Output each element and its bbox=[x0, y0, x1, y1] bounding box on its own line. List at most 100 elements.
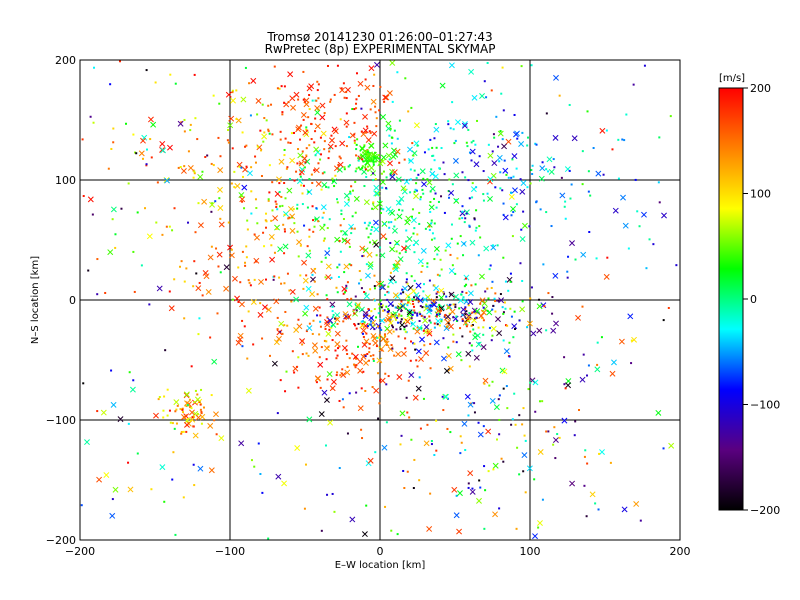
y-tick-label: 100 bbox=[55, 174, 76, 187]
point-dot-marker bbox=[419, 313, 422, 316]
point-x-marker bbox=[305, 252, 312, 259]
point-dot-marker bbox=[200, 422, 203, 425]
point-dot-marker bbox=[357, 345, 360, 348]
point-dot-marker bbox=[353, 322, 356, 325]
point-dot-marker bbox=[168, 290, 171, 293]
point-x-marker bbox=[461, 420, 468, 427]
point-dot-marker bbox=[398, 252, 401, 255]
point-dot-marker bbox=[285, 370, 288, 373]
point-dot-marker bbox=[451, 101, 454, 104]
point-dot-marker bbox=[501, 306, 504, 309]
point-dot-marker bbox=[89, 115, 92, 118]
point-dot-marker bbox=[512, 211, 515, 214]
point-dot-marker bbox=[181, 407, 184, 410]
point-x-marker bbox=[373, 226, 380, 233]
point-dot-marker bbox=[340, 213, 343, 216]
point-x-marker bbox=[487, 176, 494, 183]
point-dot-marker bbox=[91, 213, 94, 216]
point-x-marker bbox=[431, 301, 438, 308]
point-x-marker bbox=[420, 247, 427, 254]
point-dot-marker bbox=[279, 138, 282, 141]
point-dot-marker bbox=[357, 94, 360, 97]
point-dot-marker bbox=[535, 201, 538, 204]
point-dot-marker bbox=[439, 258, 442, 261]
point-dot-marker bbox=[463, 299, 466, 302]
point-dot-marker bbox=[494, 186, 497, 189]
point-dot-marker bbox=[471, 311, 474, 314]
point-x-marker bbox=[477, 431, 484, 438]
point-x-marker bbox=[380, 233, 387, 240]
point-dot-marker bbox=[440, 320, 443, 323]
point-dot-marker bbox=[185, 430, 188, 433]
point-dot-marker bbox=[377, 303, 380, 306]
point-dot-marker bbox=[80, 504, 83, 507]
point-x-marker bbox=[201, 198, 208, 205]
point-dot-marker bbox=[499, 293, 502, 296]
point-dot-marker bbox=[411, 208, 414, 211]
point-dot-marker bbox=[485, 96, 488, 99]
point-dot-marker bbox=[452, 303, 455, 306]
point-x-marker bbox=[208, 467, 215, 474]
point-x-marker bbox=[329, 385, 336, 392]
y-tick-label: −200 bbox=[46, 534, 76, 547]
point-dot-marker bbox=[438, 167, 441, 170]
point-dot-marker bbox=[425, 305, 428, 308]
point-dot-marker bbox=[639, 519, 642, 522]
point-dot-marker bbox=[347, 198, 350, 201]
point-dot-marker bbox=[192, 176, 195, 179]
point-x-marker bbox=[423, 440, 430, 447]
point-dot-marker bbox=[189, 123, 192, 126]
point-dot-marker bbox=[288, 289, 291, 292]
point-dot-marker bbox=[410, 275, 413, 278]
point-dot-marker bbox=[461, 217, 464, 220]
point-dot-marker bbox=[278, 182, 281, 185]
point-dot-marker bbox=[538, 400, 541, 403]
point-dot-marker bbox=[474, 229, 477, 232]
point-dot-marker bbox=[253, 465, 256, 468]
point-dot-marker bbox=[316, 89, 319, 92]
point-dot-marker bbox=[430, 168, 433, 171]
point-dot-marker bbox=[583, 455, 586, 458]
point-dot-marker bbox=[275, 227, 278, 230]
point-dot-marker bbox=[417, 173, 420, 176]
point-dot-marker bbox=[502, 387, 505, 390]
point-dot-marker bbox=[333, 185, 336, 188]
point-x-marker bbox=[319, 102, 326, 109]
point-dot-marker bbox=[301, 150, 304, 153]
point-dot-marker bbox=[273, 65, 276, 68]
point-dot-marker bbox=[495, 438, 498, 441]
point-x-marker bbox=[325, 330, 332, 337]
point-x-marker bbox=[339, 87, 346, 94]
point-dot-marker bbox=[213, 419, 216, 422]
point-x-marker bbox=[344, 238, 351, 245]
point-dot-marker bbox=[339, 224, 342, 227]
point-dot-marker bbox=[455, 341, 458, 344]
point-dot-marker bbox=[434, 192, 437, 195]
point-dot-marker bbox=[345, 125, 348, 128]
point-x-marker bbox=[452, 293, 459, 300]
point-dot-marker bbox=[338, 399, 341, 402]
point-dot-marker bbox=[313, 225, 316, 228]
point-dot-marker bbox=[467, 304, 470, 307]
point-dot-marker bbox=[415, 182, 418, 185]
point-dot-marker bbox=[287, 217, 290, 220]
point-dot-marker bbox=[342, 82, 345, 85]
point-x-marker bbox=[530, 330, 537, 337]
point-dot-marker bbox=[231, 147, 234, 150]
point-dot-marker bbox=[587, 190, 590, 193]
point-dot-marker bbox=[317, 162, 320, 165]
point-dot-marker bbox=[230, 182, 233, 185]
point-dot-marker bbox=[470, 141, 473, 144]
point-dot-marker bbox=[447, 322, 450, 325]
point-x-marker bbox=[168, 305, 175, 312]
point-dot-marker bbox=[314, 117, 317, 120]
point-dot-marker bbox=[669, 115, 672, 118]
point-dot-marker bbox=[297, 98, 300, 101]
point-x-marker bbox=[438, 294, 445, 301]
point-dot-marker bbox=[551, 312, 554, 315]
point-dot-marker bbox=[331, 177, 334, 180]
point-dot-marker bbox=[281, 113, 284, 116]
point-dot-marker bbox=[413, 279, 416, 282]
point-dot-marker bbox=[503, 301, 506, 304]
point-dot-marker bbox=[345, 287, 348, 290]
